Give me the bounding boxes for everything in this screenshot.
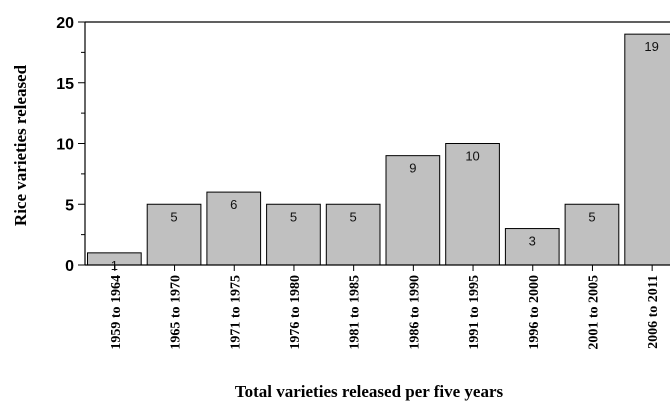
y-tick-label: 0 — [65, 258, 74, 275]
x-tick-label: 2001 to 2005 — [586, 275, 601, 350]
bar-value-label: 5 — [350, 209, 357, 224]
bar — [385, 155, 441, 266]
x-tick-label: 1981 to 1985 — [348, 275, 363, 350]
x-axis: 1959 to 1964 1965 to 1970 1971 to 1975 1976… — [85, 264, 670, 350]
x-tick-label: 1971 to 1975 — [228, 275, 243, 350]
bar-series: 156559103519 — [87, 33, 670, 273]
bar-value-label: 9 — [409, 161, 416, 176]
x-tick-label: 1959 to 1964 — [109, 275, 124, 350]
bar-value-label: 10 — [465, 149, 479, 164]
x-tick-label: 1986 to 1990 — [407, 275, 422, 350]
x-axis-label: Total varieties released per five years — [235, 382, 504, 401]
bar — [624, 33, 670, 266]
bar — [504, 228, 560, 266]
bar — [564, 203, 620, 266]
bar — [325, 203, 381, 266]
bar — [206, 191, 262, 266]
bar — [266, 203, 321, 266]
y-tick-label: 5 — [65, 197, 74, 214]
x-tick-label: 1996 to 2000 — [527, 275, 542, 350]
x-tick-label: 1965 to 1970 — [169, 275, 184, 350]
y-tick-label: 10 — [56, 137, 74, 154]
y-axis: 0 5 10 15 20 — [56, 15, 670, 275]
x-tick-label: 2006 to 2011 — [646, 275, 661, 349]
bar-value-label: 5 — [588, 209, 595, 224]
bar-value-label: 19 — [644, 39, 658, 54]
x-tick-label: 1991 to 1995 — [467, 275, 482, 350]
bar-value-label: 6 — [230, 197, 237, 212]
bar — [146, 203, 202, 266]
bar-value-label: 5 — [290, 209, 297, 224]
bar-value-label: 3 — [529, 234, 536, 249]
bar-value-label: 5 — [170, 209, 177, 224]
x-tick-label: 1976 to 1980 — [288, 275, 303, 350]
y-axis-label: Rice varieties released — [11, 64, 30, 226]
y-tick-label: 15 — [56, 76, 74, 93]
y-tick-label: 20 — [56, 15, 74, 32]
